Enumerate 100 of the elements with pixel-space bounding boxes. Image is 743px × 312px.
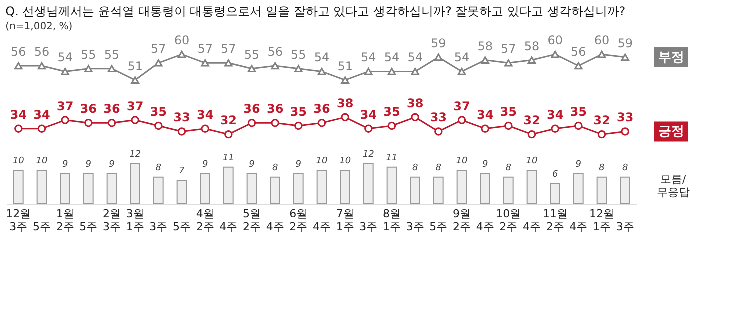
data-label: 7 [179,166,186,177]
x-tick-label: 7월 1주 [336,208,354,234]
data-label: 55 [291,48,306,62]
data-label: 57 [501,42,516,56]
point [224,130,233,139]
bar [504,176,514,204]
data-label: 56 [11,45,26,59]
data-label: 9 [86,160,92,170]
data-label: 9 [482,160,488,170]
bar [154,176,164,204]
data-label: 32 [524,114,540,128]
data-label: 56 [268,45,283,59]
data-label: 55 [81,48,96,62]
data-label: 58 [524,39,540,54]
bar [84,174,94,204]
bar [176,180,188,204]
point [201,124,210,133]
point [481,124,490,133]
data-label: 36 [314,102,330,116]
text: 부정 [658,50,684,66]
data-label: 8 [412,163,418,174]
data-label: 38 [336,96,354,110]
x-tick-label: 5월 2주 [243,208,261,234]
text: 긍정 [658,124,684,140]
x-tick-label: 4주 [476,220,494,234]
x-tick-label: 3주 [616,220,634,234]
point [108,119,116,128]
x-tick-label: 3월 1주 [126,208,144,234]
data-label: 34 [34,108,50,122]
data-label: 60 [594,34,610,48]
text: (n=1,002, %) [6,22,73,33]
bar [386,166,398,204]
data-label: 54 [361,50,376,65]
point [411,113,420,122]
point [84,119,93,128]
data-label: 58 [478,39,493,54]
point [61,116,70,124]
data-label: 10 [456,156,468,167]
data-label: 9 [202,160,208,170]
x-tick-label: 5주 [173,220,191,234]
data-label: 55 [104,48,120,62]
data-label: 11 [386,153,398,164]
x-tick-label: 4주 [266,220,284,234]
data-label: 8 [156,163,162,174]
x-tick-label: 5주 [430,220,448,234]
point [598,50,606,58]
point [248,65,256,73]
point [434,128,443,136]
data-label: 36 [244,102,260,116]
bar [60,174,70,204]
data-label: 35 [150,105,168,119]
bar [364,164,374,204]
x-tick-label: 4주 [220,220,238,234]
data-label: 37 [56,99,74,114]
data-label: 36 [80,102,98,116]
point [341,76,350,84]
x-tick-label: 3주 [360,220,378,234]
point [528,130,536,139]
point [574,122,583,130]
bar [550,184,560,204]
bar [294,174,304,204]
data-label: 33 [430,110,448,125]
point [434,54,443,62]
data-label: 8 [599,163,606,174]
data-label: 12 [362,150,375,160]
x-tick-label: 4월 2주 [196,208,214,234]
data-label: 57 [221,42,236,56]
x-tick-label: 8월 1주 [383,208,401,234]
data-label: 59 [618,36,633,50]
point [598,130,606,139]
bar [130,164,140,204]
data-label: 37 [126,99,144,114]
data-label: 9 [249,160,256,170]
data-label: 36 [104,102,120,116]
data-label: 60 [548,34,563,48]
bar [200,174,210,204]
data-label: 8 [272,163,278,174]
point [14,62,23,70]
data-label: 6 [552,170,558,180]
data-label: 35 [290,105,308,119]
point [621,54,630,62]
x-tick-label: 3주 [406,220,424,234]
data-label: 34 [476,108,494,122]
point [248,119,256,128]
point [318,119,326,128]
data-label: 56 [571,45,586,59]
data-label: 34 [360,108,378,122]
data-label: 10 [12,156,25,167]
bar [36,170,48,204]
data-label: 10 [316,156,328,167]
point [621,128,630,136]
data-label: 34 [10,108,28,122]
point [271,119,280,128]
bar [456,170,468,204]
data-label: 34 [546,108,564,122]
point [504,59,513,67]
x-tick-label: 4주 [313,220,331,234]
bar [434,176,444,204]
bar [270,176,280,204]
point [38,124,46,133]
